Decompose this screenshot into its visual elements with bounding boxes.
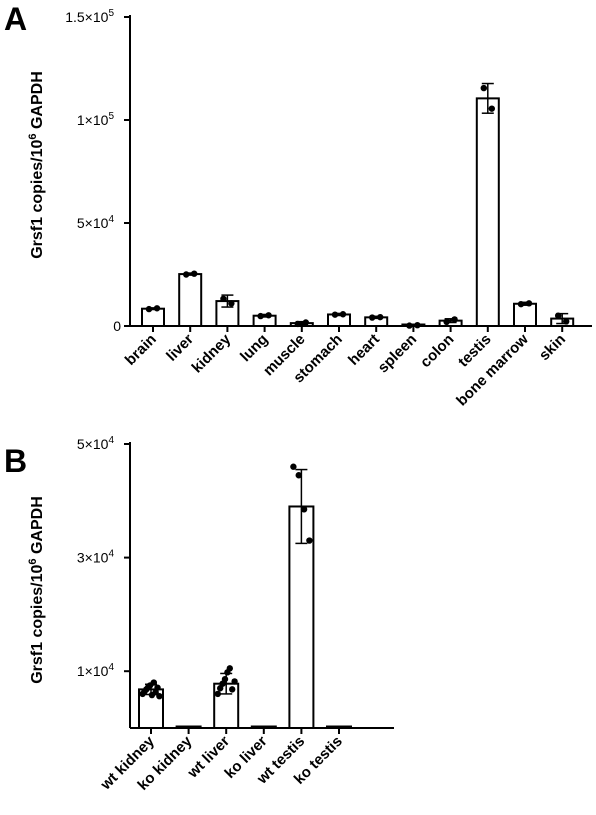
panel-a-y-tick-label: 0 [113, 318, 121, 334]
panel-a-data-point [294, 320, 301, 328]
panel-b-data-point [214, 690, 221, 698]
panel-a-data-point [339, 311, 347, 318]
panel-b-letter: B [4, 443, 27, 479]
panel-a-data-point [228, 300, 235, 307]
panel-b-data-point [290, 463, 297, 470]
panel-a-data-point [257, 312, 264, 320]
panel-a-category-label: colon [417, 331, 457, 371]
panel-a-data-point [153, 305, 161, 312]
panel-b-data-point [306, 537, 313, 544]
panel-b-data-point [295, 472, 302, 479]
panel-a-data-point [191, 270, 198, 277]
panel-a-data-point [488, 105, 495, 112]
panel-b-bar [250, 725, 277, 729]
panel-a-data-point [265, 312, 272, 319]
panel-b-y-tick-label: 5×104 [77, 435, 115, 452]
panel-b-y-tick-label: 3×104 [77, 549, 115, 566]
panel-a-data-point [555, 312, 562, 319]
panel-b-data-point [221, 675, 229, 683]
panel-a-data-point [451, 316, 458, 323]
panel-b-bar [326, 725, 352, 729]
panel-a-y-tick-label: 1.5×105 [65, 8, 114, 25]
panel-a-bar [141, 307, 165, 328]
panel-b-y-axis-label: Grsf1 copies/106 GAPDH [27, 496, 46, 684]
panel-a-y-tick-label: 1×105 [77, 111, 115, 128]
panel-a-category-label: liver [163, 331, 197, 365]
panel-a-data-point [220, 295, 227, 303]
panel-a-data-point [414, 321, 421, 329]
panel-b-data-point [231, 678, 238, 685]
panel-a-data-point [377, 313, 384, 321]
panel-a-data-point [331, 311, 339, 318]
panel-b-data-point [154, 684, 161, 691]
panel-b-data-point [300, 506, 308, 513]
panel-a-y-axis-label: Grsf1 copies/106 GAPDH [27, 71, 46, 259]
panel-a-data-point [563, 318, 570, 325]
panel-a-bar [475, 97, 500, 328]
panel-b-y-tick-label: 1×104 [77, 662, 115, 679]
panel-a-category-label: spleen [375, 331, 421, 377]
panel-a-data-point [302, 319, 309, 326]
panel-a-data-point [183, 271, 190, 278]
panel-a-data-point [525, 300, 533, 307]
panel-a-y-tick-label: 5×104 [77, 214, 115, 231]
panel-b-bar [175, 725, 202, 729]
panel-a-chart: A Grsf1 copies/106 GAPDH 0 5×104 1×105 1.5×… [4, 1, 592, 409]
panel-a-data-point [480, 84, 487, 92]
panel-a-data-point [517, 300, 525, 308]
panel-a-category-label: kidney [189, 330, 235, 376]
panel-b-data-point [150, 679, 157, 686]
panel-a-letter: A [4, 1, 27, 37]
panel-a-bar [513, 302, 537, 328]
panel-b-chart: B Grsf1 copies/106 GAPDH 1×104 3×104 5×104… [4, 435, 394, 794]
panel-a-data-point [369, 314, 376, 321]
panel-a-data-point [406, 322, 413, 329]
svg-text:Grsf1 copies/106 GAPDH: Grsf1 copies/106 GAPDH [27, 71, 46, 259]
panel-a-data-point [145, 305, 153, 313]
panel-b-data-point [226, 665, 233, 672]
panel-a-data-point [443, 318, 450, 326]
panel-b-data-point [156, 692, 163, 700]
panel-a-category-label: skin [536, 331, 569, 364]
panel-a-category-label: brain [122, 331, 160, 369]
svg-text:Grsf1 copies/106 GAPDH: Grsf1 copies/106 GAPDH [27, 496, 46, 684]
panel-b-data-point [229, 686, 236, 693]
panel-a-bar [178, 273, 203, 328]
